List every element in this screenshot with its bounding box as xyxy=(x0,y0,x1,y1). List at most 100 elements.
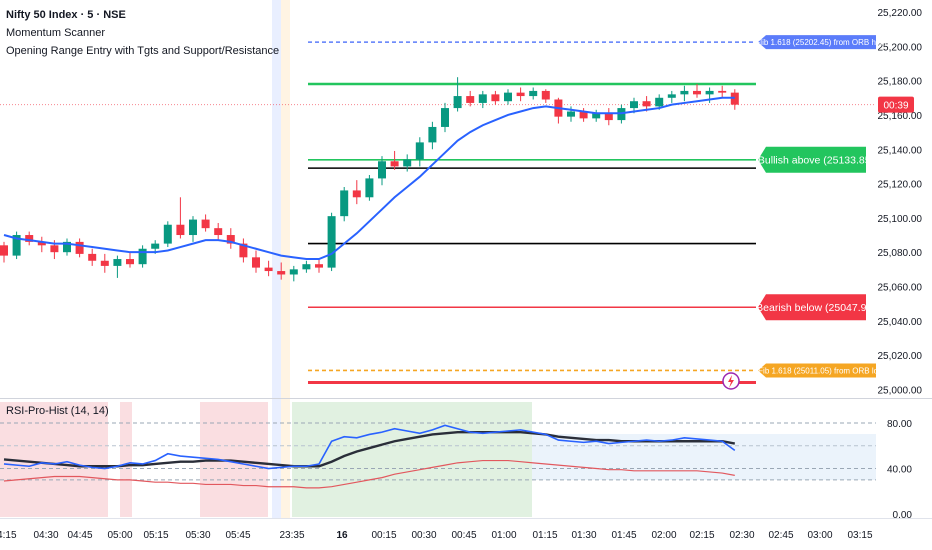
candle-body xyxy=(113,259,122,266)
price-tick-label: 25,160.00 xyxy=(878,111,923,122)
candle-body xyxy=(693,90,701,95)
candle-body xyxy=(100,260,109,266)
time-tick-label: 04:30 xyxy=(33,530,58,541)
price-tick-label: 25,000.00 xyxy=(878,385,923,396)
time-tick-label: 01:00 xyxy=(491,530,516,541)
time-tick-label: 01:45 xyxy=(611,530,636,541)
candle-body xyxy=(466,96,475,103)
candle-body xyxy=(541,90,550,100)
rsi-line xyxy=(3,424,736,470)
candle-body xyxy=(226,235,235,244)
time-tick-label: 05:00 xyxy=(107,530,132,541)
candle-body xyxy=(0,245,8,256)
candle-body xyxy=(415,142,424,160)
price-tick-label: 25,180.00 xyxy=(878,77,923,88)
candle-body xyxy=(592,113,601,119)
candle-body xyxy=(50,245,59,253)
candle-body xyxy=(302,264,311,270)
candle-body xyxy=(126,259,134,265)
candle-body xyxy=(529,90,538,97)
price-badge xyxy=(878,96,914,113)
candle-body xyxy=(667,94,676,98)
candle-body xyxy=(428,126,437,143)
session-band-blue xyxy=(272,0,281,518)
candle-body xyxy=(705,90,714,95)
candle-body xyxy=(138,248,147,265)
candle-body xyxy=(655,97,664,107)
price-tick-label: 25,120.00 xyxy=(878,180,923,191)
time-tick-label: 01:15 xyxy=(532,530,557,541)
candle-body xyxy=(252,257,260,268)
candle-body xyxy=(151,243,160,249)
time-tick-label: 16 xyxy=(336,530,348,541)
time-tick-label: 01:30 xyxy=(571,530,596,541)
candle-body xyxy=(441,108,449,127)
candle-body xyxy=(37,241,46,246)
rsi-tick-label: 0.00 xyxy=(893,510,913,521)
lightning-icon-bolt xyxy=(728,375,734,388)
session-band-orange xyxy=(281,0,290,518)
level-label-tag xyxy=(758,294,866,321)
price-tick-label: 25,060.00 xyxy=(878,282,923,293)
candle-body xyxy=(25,235,34,242)
candle-body xyxy=(277,271,286,275)
ema-polyline xyxy=(3,96,735,261)
price-tick-label: 25,100.00 xyxy=(878,214,923,225)
lightning-icon xyxy=(722,372,740,390)
level-label-text: Bullish above (25133.85) xyxy=(758,154,874,166)
time-tick-label: 04:15 xyxy=(0,530,17,541)
time-tick-label: 03:00 xyxy=(807,530,832,541)
candle-body xyxy=(718,90,727,93)
candle-body xyxy=(75,241,84,254)
rsi-zone-red-2 xyxy=(120,402,132,517)
chart-title: Nifty 50 Index · 5 · NSE xyxy=(6,9,126,21)
level-label-text: Bearish below (25047.90) xyxy=(756,302,876,314)
time-tick-label: 05:15 xyxy=(143,530,168,541)
candle-body xyxy=(630,101,638,109)
time-tick-label: 00:15 xyxy=(371,530,396,541)
candle-body xyxy=(176,224,185,236)
time-tick-label: 03:15 xyxy=(847,530,872,541)
price-tick-label: 25,220.00 xyxy=(878,8,923,19)
candle-body xyxy=(163,224,172,244)
level-label-tag xyxy=(758,363,876,378)
indicator-opening-range: Opening Range Entry with Tgts and Suppor… xyxy=(6,45,280,57)
candle-body xyxy=(88,253,97,261)
time-tick-label: 05:30 xyxy=(185,530,210,541)
rsi-tick-label: 40.00 xyxy=(887,465,912,476)
level-lines xyxy=(308,41,756,385)
level-label-tag xyxy=(758,146,866,173)
candle-body xyxy=(264,267,273,272)
level-label-tag xyxy=(758,35,876,50)
candle-body xyxy=(214,228,223,236)
candle-body xyxy=(315,264,323,268)
candles xyxy=(0,77,739,282)
rsi-tick-label: 80.00 xyxy=(887,419,912,430)
candle-body xyxy=(504,92,512,102)
candle-body xyxy=(378,161,386,179)
candle-body xyxy=(63,241,71,253)
candle-body xyxy=(403,159,412,167)
candle-body xyxy=(239,243,248,258)
candle-body xyxy=(680,90,689,95)
price-tick-label: 25,080.00 xyxy=(878,248,923,259)
candle-body xyxy=(642,101,651,107)
level-label-text: Fib 1.618 (25011.05) from ORB low xyxy=(758,366,884,375)
candle-body xyxy=(327,216,336,268)
time-tick-label: 02:00 xyxy=(651,530,676,541)
candle-body xyxy=(567,111,575,117)
price-tick-label: 25,140.00 xyxy=(878,145,923,156)
candle-body xyxy=(201,219,210,229)
candle-body xyxy=(189,219,197,236)
candle-body xyxy=(390,161,399,167)
rsi-panel-title: RSI-Pro-Hist (14, 14) xyxy=(6,405,109,417)
candle-body xyxy=(352,190,361,198)
candle-body xyxy=(516,92,525,97)
time-tick-label: 02:15 xyxy=(689,530,714,541)
candle-body xyxy=(604,113,613,121)
price-badge-label: 00:39 xyxy=(883,101,908,112)
candle-body xyxy=(289,269,298,275)
indicator-momentum-scanner: Momentum Scanner xyxy=(6,27,106,39)
rsi-zone-green xyxy=(292,402,532,517)
